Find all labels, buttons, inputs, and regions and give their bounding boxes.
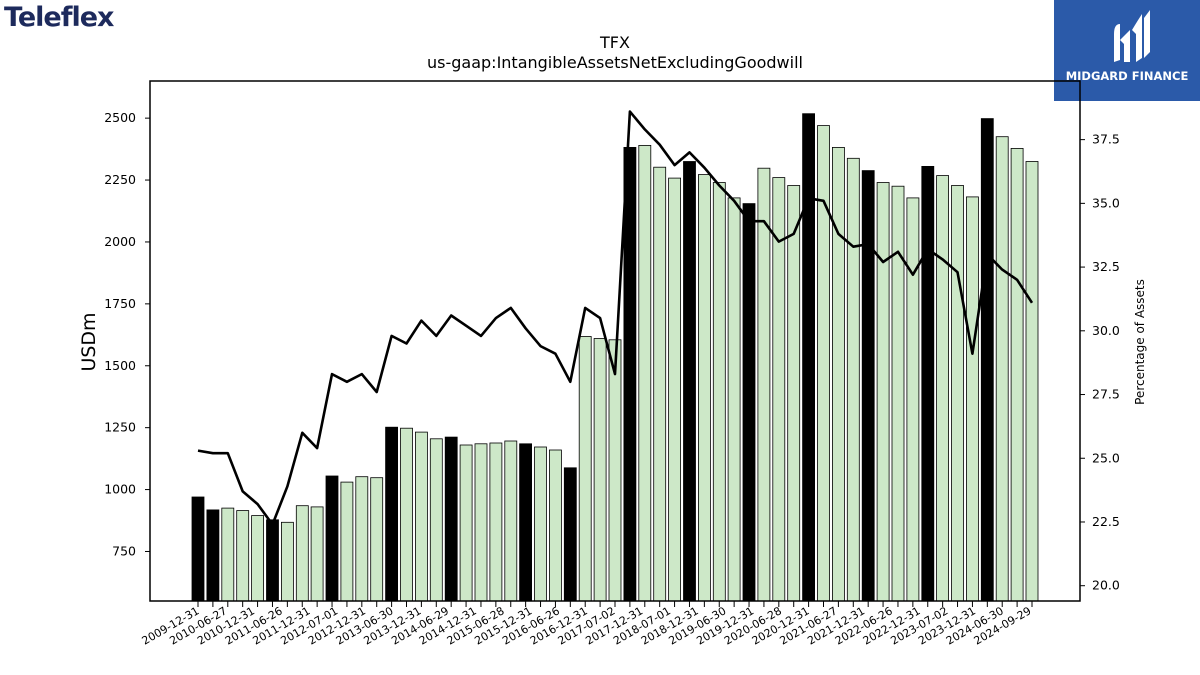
midgard-finance-logo: MIDGARD FINANCE [1054, 0, 1200, 101]
bar [340, 481, 354, 602]
bar [787, 185, 801, 602]
y2-tick-label: 35.0 [1092, 195, 1120, 210]
bar [906, 197, 920, 602]
bar [891, 185, 905, 602]
bar [861, 170, 875, 602]
bar [846, 157, 860, 602]
bar [936, 175, 949, 602]
bar [429, 438, 443, 602]
bar [593, 338, 607, 602]
y2-tick-label: 32.5 [1092, 259, 1120, 274]
bar [683, 161, 696, 602]
y-tick-label: 2500 [104, 110, 136, 125]
bar [966, 196, 979, 602]
bar [921, 165, 935, 602]
midgard-logo-text: MIDGARD FINANCE [1065, 69, 1189, 83]
bar [251, 515, 265, 602]
bar [980, 118, 994, 602]
bar [1010, 147, 1024, 602]
bar [638, 144, 652, 602]
bar [504, 440, 518, 602]
midgard-m-icon [1114, 10, 1150, 62]
bar [474, 443, 488, 602]
bar [549, 449, 562, 602]
y-tick-label: 1250 [104, 420, 136, 435]
bar [414, 431, 428, 602]
y2-tick-label: 27.5 [1092, 387, 1120, 402]
bar [519, 443, 532, 602]
bar [698, 174, 711, 602]
y-tick-label: 1000 [104, 482, 136, 497]
bar [668, 177, 681, 602]
y2-tick-label: 20.0 [1092, 578, 1120, 593]
bar [444, 436, 458, 602]
bar [295, 505, 309, 602]
teleflex-logo: Teleflex [4, 2, 164, 36]
bar [563, 467, 577, 602]
y-axis-label: USDm [78, 312, 100, 371]
bar [712, 182, 726, 602]
bar [236, 510, 250, 602]
bar [310, 506, 324, 602]
bar [653, 166, 667, 602]
bar [325, 475, 339, 602]
bar [995, 136, 1009, 602]
bar [489, 442, 503, 602]
bar [832, 146, 845, 602]
bar [1025, 161, 1039, 602]
y-tick-label: 1750 [104, 296, 136, 311]
bar [370, 477, 384, 602]
y-tick-label: 1500 [104, 358, 136, 373]
bar [817, 125, 830, 602]
bar [266, 519, 279, 602]
y-tick-label: 2250 [104, 172, 136, 187]
bar [400, 427, 413, 602]
percentage-line [197, 110, 1034, 526]
bar [802, 113, 815, 602]
y2-axis-label: Percentage of Assets [1133, 279, 1147, 405]
percentage-line-series [197, 110, 1034, 526]
bar-series [191, 113, 1039, 602]
y2-tick-label: 37.5 [1092, 132, 1120, 147]
chart-title: TFX [599, 33, 630, 52]
bar [355, 476, 369, 602]
bar [459, 444, 473, 602]
y-tick-label: 2000 [104, 234, 136, 249]
bar [206, 509, 220, 602]
bar [280, 521, 294, 602]
bar [608, 339, 622, 602]
y2-tick-label: 25.0 [1092, 450, 1120, 465]
bar [757, 167, 771, 602]
bar [578, 336, 592, 602]
bar [534, 446, 547, 602]
bar [221, 507, 235, 602]
y2-tick-label: 22.5 [1092, 514, 1120, 529]
bar [623, 146, 637, 602]
bar [876, 182, 890, 602]
bar [727, 197, 741, 602]
bar [191, 496, 205, 602]
bar [385, 426, 399, 602]
y2-tick-label: 30.0 [1092, 323, 1120, 338]
bar [951, 185, 964, 602]
bar [742, 203, 756, 602]
y-tick-label: 750 [112, 543, 136, 558]
teleflex-logo-text: Teleflex [4, 2, 114, 33]
chart-subtitle: us-gaap:IntangibleAssetsNetExcludingGood… [427, 53, 803, 72]
